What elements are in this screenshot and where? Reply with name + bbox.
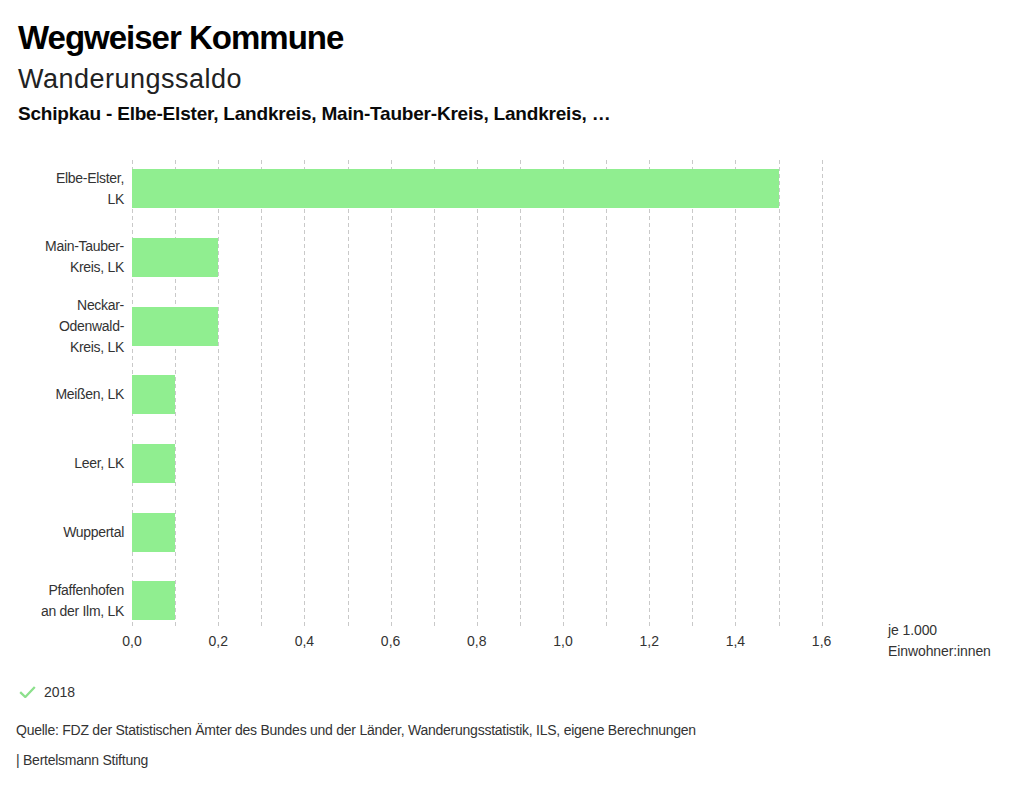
category-label: Elbe-Elster,LK	[0, 168, 124, 210]
x-tick-label: 0,8	[447, 633, 507, 649]
gridline	[563, 160, 564, 629]
gridline	[822, 160, 823, 629]
gridline	[348, 160, 349, 629]
bar-Main-Tauber-Kreis, LK[interactable]	[132, 238, 218, 277]
x-axis-unit-label: je 1.000Einwohner:innen	[888, 620, 991, 662]
bar-Elbe-Elster, LK[interactable]	[132, 169, 779, 208]
gridline	[735, 160, 736, 629]
gridline	[261, 160, 262, 629]
x-tick-label: 0,2	[188, 633, 248, 649]
category-label: Leer, LK	[0, 453, 124, 474]
gridline	[779, 160, 780, 629]
x-tick-label: 1,4	[705, 633, 765, 649]
x-tick-label: 1,2	[619, 633, 679, 649]
gridline	[175, 160, 176, 629]
category-label: Main-Tauber-Kreis, LK	[0, 236, 124, 278]
gridline	[477, 160, 478, 629]
gridline	[649, 160, 650, 629]
bar-chart: Elbe-Elster,LK Main-Tauber-Kreis, LK Necka…	[0, 0, 1024, 795]
gridline	[304, 160, 305, 629]
gridline	[606, 160, 607, 629]
x-tick-label: 0,6	[361, 633, 421, 649]
legend-item-2018[interactable]: 2018	[19, 684, 75, 700]
x-tick-label: 1,6	[792, 633, 852, 649]
source-note: Quelle: FDZ der Statistischen Ämter des …	[16, 722, 696, 738]
gridline	[391, 160, 392, 629]
category-label: Pfaffenhofenan der Ilm, LK	[0, 580, 124, 622]
branding: | Bertelsmann Stiftung	[16, 752, 148, 768]
bar-Pfaffenhofen an der Ilm, LK[interactable]	[132, 581, 175, 620]
gridline	[434, 160, 435, 629]
bar-Meißen, LK[interactable]	[132, 375, 175, 414]
x-tick-label: 1,0	[533, 633, 593, 649]
legend-year-label: 2018	[44, 684, 75, 700]
gridline	[520, 160, 521, 629]
x-tick-label: 0,0	[102, 633, 162, 649]
bar-Leer, LK[interactable]	[132, 444, 175, 483]
category-label: Neckar-Odenwald-Kreis, LK	[0, 295, 124, 358]
x-tick-label: 0,4	[274, 633, 334, 649]
category-label: Meißen, LK	[0, 384, 124, 405]
check-icon	[19, 686, 36, 698]
bar-Neckar-Odenwald-Kreis, LK[interactable]	[132, 307, 218, 346]
gridline	[692, 160, 693, 629]
category-label: Wuppertal	[0, 522, 124, 543]
bar-Wuppertal[interactable]	[132, 513, 175, 552]
gridline	[218, 160, 219, 629]
